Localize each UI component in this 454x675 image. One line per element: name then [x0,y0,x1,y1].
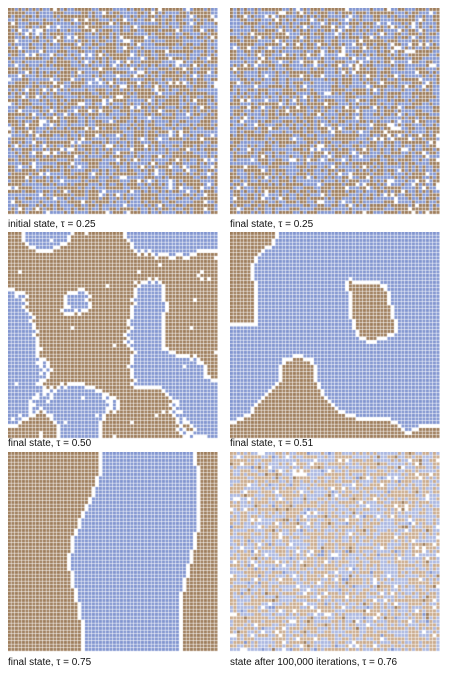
grid-final-075 [8,452,218,652]
panel-final-050: final state, τ = 0.50 [8,232,218,456]
grid-final-050 [8,232,218,440]
caption-initial-025: initial state, τ = 0.25 [8,219,96,230]
caption-final-025: final state, τ = 0.25 [230,219,314,230]
caption-after-iterations-076: state after 100,000 iterations, τ = 0.76 [230,657,398,668]
grid-final-051 [230,232,440,440]
caption-final-050: final state, τ = 0.50 [8,438,92,449]
caption-final-051: final state, τ = 0.51 [230,438,314,449]
grid-initial-025 [8,8,218,216]
caption-final-075: final state, τ = 0.75 [8,657,92,668]
panel-after-iterations-076: state after 100,000 iterations, τ = 0.76 [230,452,440,672]
grid-final-025 [230,8,440,216]
panel-final-075: final state, τ = 0.75 [8,452,218,672]
panel-final-025: final state, τ = 0.25 [230,8,440,232]
panel-initial-025: initial state, τ = 0.25 [8,8,218,232]
grid-after-iterations-076 [230,452,440,652]
panel-final-051: final state, τ = 0.51 [230,232,440,456]
